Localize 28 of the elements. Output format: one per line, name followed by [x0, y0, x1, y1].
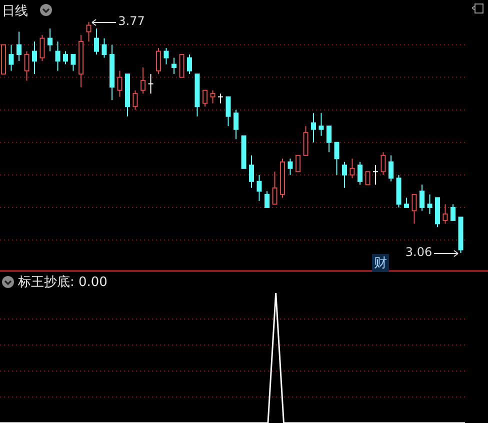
candlestick: [372, 164, 378, 186]
candlestick: [16, 31, 22, 62]
candlestick: [318, 112, 324, 136]
candlestick: [78, 34, 84, 88]
text: 财: [372, 254, 389, 272]
candlestick: [388, 154, 394, 182]
candlestick: [256, 174, 262, 202]
candlestick: [249, 154, 254, 188]
candlestick: [218, 93, 224, 104]
candlestick: [8, 44, 14, 72]
candlestick: [102, 38, 107, 58]
candlestick: [380, 152, 386, 176]
candlestick: [148, 74, 154, 94]
candlestick: [311, 112, 316, 143]
candlestick: [32, 41, 37, 75]
candlestick: [86, 22, 92, 42]
candlestick: [117, 70, 122, 98]
candlestick: [172, 57, 176, 75]
candlestick: [427, 194, 432, 214]
chart-title: 标王抄底: 0.00: [18, 274, 108, 291]
candlestick: [55, 41, 60, 72]
annotation: 3.77: [118, 14, 145, 28]
chart-title: 日线: [2, 3, 28, 20]
candlestick: [288, 158, 293, 176]
annotation: 3.06: [405, 245, 432, 259]
candlestick: [48, 28, 52, 52]
candlestick: [164, 48, 169, 65]
candlestick: [110, 44, 114, 101]
